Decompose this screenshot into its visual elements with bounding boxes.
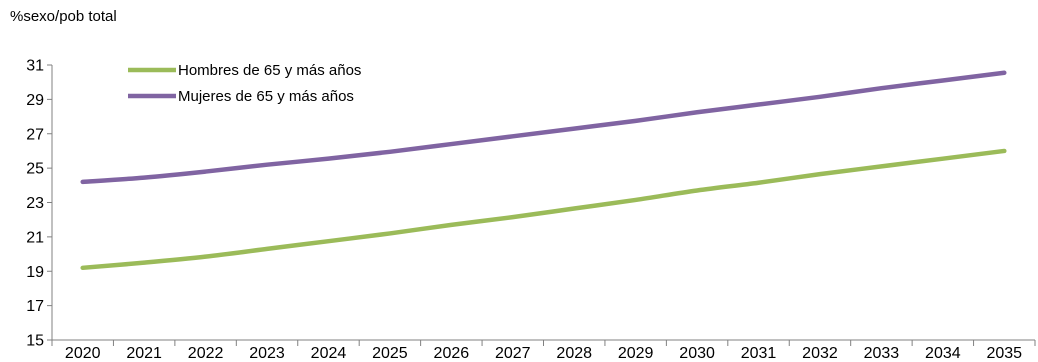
series-line-1	[80, 148, 1007, 271]
x-tick-label: 2020	[65, 345, 101, 362]
y-tick-label: 17	[26, 298, 44, 315]
x-tick-label: 2034	[925, 345, 961, 362]
x-tick-label: 2023	[249, 345, 285, 362]
y-axis: 15 17 19 21 23 25 27 29 31	[26, 58, 44, 350]
x-tick-label: 2024	[311, 345, 347, 362]
y-tick-label: 23	[26, 195, 44, 212]
y-tick-label: 29	[26, 92, 44, 109]
y-tick-label: 25	[26, 161, 44, 178]
series-lines	[80, 70, 1007, 271]
legend-label-2: Mujeres de 65 y más años	[178, 88, 354, 105]
y-axis-title: %sexo/pob total	[10, 8, 117, 25]
x-tick-label: 2029	[618, 345, 654, 362]
x-tick-label: 2032	[802, 345, 838, 362]
legend: Hombres de 65 y más años Mujeres de 65 y …	[128, 62, 361, 105]
y-tick-label: 21	[26, 229, 44, 246]
x-axis: 2020 2021 2022 2023 2024 2025 2026 2027 2028 2029…	[65, 345, 1022, 362]
x-tick-label: 2027	[495, 345, 531, 362]
y-tick-label: 19	[26, 264, 44, 281]
x-tick-label: 2031	[741, 345, 777, 362]
y-tick-label: 27	[26, 126, 44, 143]
x-tick-label: 2035	[986, 345, 1022, 362]
legend-label-1: Hombres de 65 y más años	[178, 62, 361, 79]
x-tick-label: 2021	[126, 345, 162, 362]
axes	[47, 64, 1036, 346]
y-tick-label: 31	[26, 58, 44, 75]
x-tick-label: 2026	[434, 345, 470, 362]
y-tick-label: 15	[26, 333, 44, 350]
x-tick-label: 2025	[372, 345, 408, 362]
x-tick-label: 2030	[679, 345, 715, 362]
x-tick-label: 2028	[556, 345, 592, 362]
x-tick-label: 2033	[864, 345, 900, 362]
series-line-2	[80, 70, 1007, 185]
x-tick-label: 2022	[188, 345, 224, 362]
